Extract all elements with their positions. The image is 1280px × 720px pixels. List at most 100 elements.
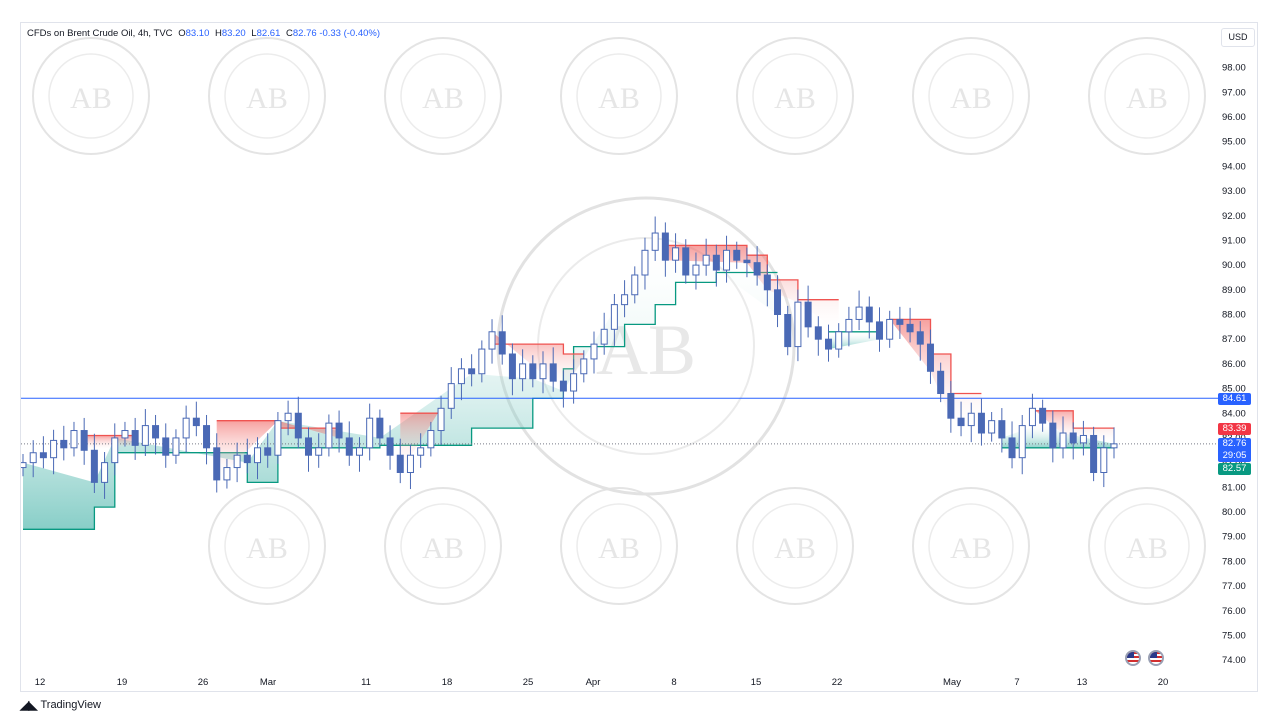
candle-body bbox=[478, 348, 486, 375]
watermark-ring bbox=[208, 487, 326, 605]
watermark-ring bbox=[736, 487, 854, 605]
stop-line-red bbox=[889, 318, 982, 395]
us-flag-icon[interactable] bbox=[1148, 650, 1164, 666]
watermark-monogram: AB bbox=[774, 82, 816, 115]
y-tick-label: 74.00 bbox=[1222, 655, 1246, 666]
candle-body bbox=[998, 420, 1006, 439]
candle-body bbox=[274, 420, 282, 456]
y-tick-label: 88.00 bbox=[1222, 310, 1246, 321]
watermark-inner-ring bbox=[224, 53, 310, 139]
candle-body bbox=[610, 304, 618, 330]
candle-body bbox=[294, 412, 302, 439]
candle-body bbox=[1018, 425, 1026, 459]
legend-high-label: H bbox=[215, 28, 222, 39]
legend-close: 82.76 bbox=[292, 28, 317, 39]
candle-body bbox=[60, 439, 68, 449]
candle-body bbox=[172, 437, 180, 456]
watermark-inner-ring bbox=[1104, 53, 1190, 139]
candle-body bbox=[845, 318, 853, 333]
candle-body bbox=[1069, 432, 1077, 444]
candle-body bbox=[70, 430, 78, 449]
x-tick-label: 8 bbox=[671, 677, 676, 688]
x-tick-label: 19 bbox=[117, 677, 128, 688]
y-tick-label: 87.00 bbox=[1222, 334, 1246, 345]
stop-area-red bbox=[216, 420, 340, 480]
stop-lower-price-label: 82.57 bbox=[1218, 463, 1251, 475]
watermark-ring bbox=[912, 37, 1030, 155]
candle-body bbox=[926, 343, 934, 372]
candle-body bbox=[1059, 432, 1067, 449]
candle-body bbox=[549, 363, 557, 382]
currency-button[interactable]: USD bbox=[1221, 28, 1255, 47]
chart-legend: CFDs on Brent Crude Oil, 4h, TVC O83.10 … bbox=[27, 28, 380, 39]
y-tick-label: 91.00 bbox=[1222, 235, 1246, 246]
candle-body bbox=[488, 331, 496, 350]
candle-body bbox=[835, 331, 843, 350]
watermark-inner-ring bbox=[928, 503, 1014, 589]
candle-body bbox=[651, 232, 659, 251]
legend-open: 83.10 bbox=[185, 28, 210, 39]
candle-body bbox=[90, 449, 98, 483]
candle-body bbox=[988, 420, 996, 434]
y-tick-label: 96.00 bbox=[1222, 112, 1246, 123]
candle-body bbox=[733, 249, 741, 261]
candle-body bbox=[641, 249, 649, 276]
stop-upper-price-label: 83.39 bbox=[1218, 423, 1251, 435]
y-tick-label: 94.00 bbox=[1222, 161, 1246, 172]
watermark-ring bbox=[1088, 487, 1206, 605]
candle-body bbox=[315, 447, 323, 456]
x-tick-label: 18 bbox=[442, 677, 453, 688]
candle-body bbox=[447, 383, 455, 409]
candle-body bbox=[325, 422, 333, 449]
footer-brand[interactable]: ◢◣ TradingView bbox=[20, 698, 101, 712]
watermark-monogram: AB bbox=[950, 82, 992, 115]
candle-body bbox=[774, 289, 782, 315]
x-tick-label: 22 bbox=[832, 677, 843, 688]
candle-body bbox=[1100, 447, 1108, 473]
y-tick-label: 79.00 bbox=[1222, 532, 1246, 543]
x-tick-label: 11 bbox=[361, 677, 371, 688]
candle-body bbox=[223, 467, 231, 481]
y-tick-label: 98.00 bbox=[1222, 63, 1246, 74]
candle-body bbox=[39, 452, 47, 459]
watermark-inner-ring bbox=[400, 503, 486, 589]
candle-body bbox=[406, 454, 414, 473]
candle-body bbox=[763, 274, 771, 291]
candle-body bbox=[508, 353, 516, 380]
candle-body bbox=[304, 437, 312, 456]
candle-body bbox=[814, 326, 822, 340]
watermark-ring bbox=[384, 37, 502, 155]
watermark-monogram: AB bbox=[246, 82, 288, 115]
stop-area-red bbox=[889, 319, 982, 433]
y-tick-label: 93.00 bbox=[1222, 186, 1246, 197]
watermark-monogram: AB bbox=[70, 82, 112, 115]
candle-body bbox=[162, 437, 170, 456]
candle-body bbox=[1008, 437, 1016, 459]
candle-body bbox=[111, 437, 119, 464]
candle-body bbox=[570, 373, 578, 392]
legend-low-label: L bbox=[251, 28, 257, 39]
y-tick-label: 89.00 bbox=[1222, 285, 1246, 296]
x-tick-label: 25 bbox=[523, 677, 534, 688]
candle-body bbox=[1110, 443, 1118, 449]
candle-body bbox=[753, 262, 761, 276]
candle-body bbox=[203, 425, 211, 449]
x-tick-label: 13 bbox=[1077, 677, 1088, 688]
stop-area-red bbox=[84, 435, 136, 451]
candle-body bbox=[376, 417, 384, 439]
candle-body bbox=[131, 430, 139, 446]
candle-body bbox=[284, 412, 292, 422]
watermark-monogram: AB bbox=[1126, 532, 1168, 565]
watermark-ring bbox=[208, 37, 326, 155]
candle-body bbox=[468, 368, 476, 375]
legend-change: -0.33 (-0.40%) bbox=[319, 28, 381, 39]
watermark-monogram: AB bbox=[598, 532, 640, 565]
candle-body bbox=[152, 425, 160, 439]
y-tick-label: 86.00 bbox=[1222, 359, 1246, 370]
us-flag-icon[interactable] bbox=[1125, 650, 1141, 666]
candle-body bbox=[519, 363, 527, 380]
candle-body bbox=[1028, 407, 1036, 427]
chart-frame[interactable]: AB AB AB AB AB AB AB AB AB AB AB AB AB AB 74.00 75.00 76… bbox=[20, 22, 1258, 692]
candle-body bbox=[1090, 434, 1098, 473]
